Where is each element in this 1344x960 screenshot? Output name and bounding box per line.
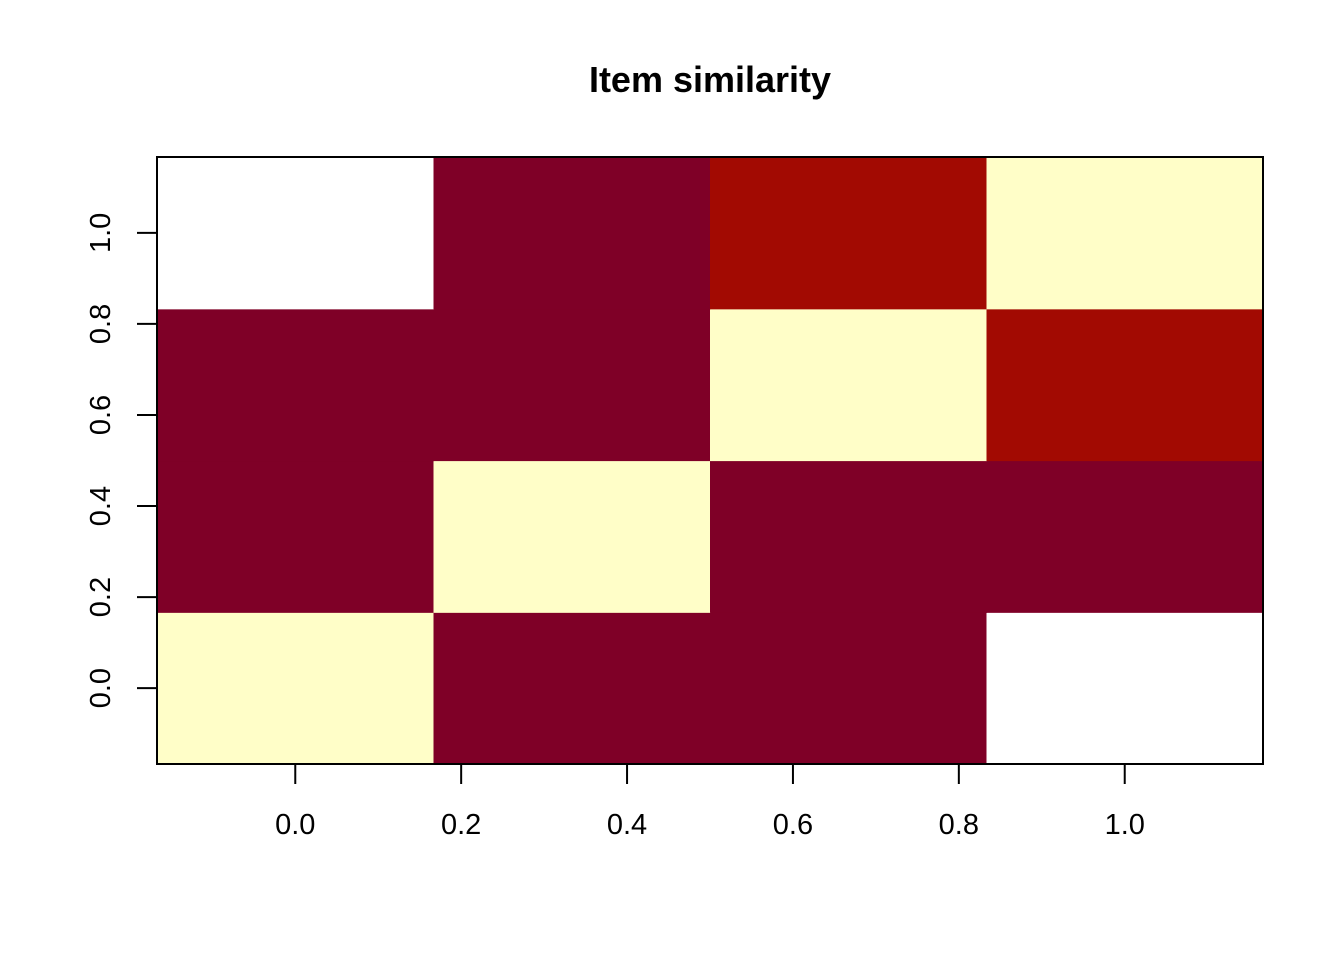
heatmap-cells <box>157 157 1264 765</box>
x-tick-label: 0.4 <box>607 809 647 841</box>
heatmap-cell <box>710 612 987 764</box>
y-tick-label: 0.4 <box>85 486 117 526</box>
heatmap-cell <box>434 157 711 309</box>
y-tick-label: 0.2 <box>85 577 117 617</box>
x-tick-label: 0.8 <box>939 809 979 841</box>
heatmap-cell <box>434 309 711 461</box>
heatmap-cell <box>987 157 1264 309</box>
x-tick-label: 0.0 <box>275 809 315 841</box>
x-tick-label: 1.0 <box>1105 809 1145 841</box>
y-tick-label: 0.6 <box>85 395 117 435</box>
y-tick-label: 0.8 <box>85 304 117 344</box>
y-axis: 0.0 0.2 0.4 0.6 0.8 1.0 <box>85 213 157 709</box>
heatmap-cell <box>987 612 1264 764</box>
y-tick-label: 1.0 <box>85 213 117 253</box>
heatmap-cell <box>987 309 1264 461</box>
heatmap-cell <box>157 157 434 309</box>
x-tick-label: 0.2 <box>441 809 481 841</box>
heatmap-cell <box>157 612 434 764</box>
y-tick-label: 0.0 <box>85 668 117 708</box>
heatmap-cell <box>710 309 987 461</box>
heatmap-cell <box>157 309 434 461</box>
heatmap-cell <box>710 157 987 309</box>
heatmap-cell <box>987 461 1264 613</box>
x-tick-label: 0.6 <box>773 809 813 841</box>
chart-title: Item similarity <box>589 59 831 100</box>
heatmap-cell <box>157 461 434 613</box>
x-axis: 0.0 0.2 0.4 0.6 0.8 1.0 <box>275 764 1145 841</box>
heatmap-cell <box>434 461 711 613</box>
heatmap-cell <box>434 612 711 764</box>
heatmap-cell <box>710 461 987 613</box>
